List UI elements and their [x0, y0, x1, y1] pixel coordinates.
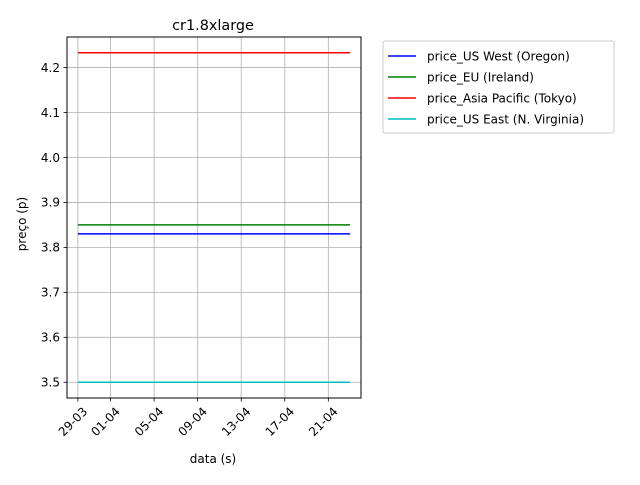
x-tick-label: 05-04: [132, 404, 167, 439]
legend: price_US West (Oregon) price_EU (Ireland)…: [382, 40, 615, 134]
y-axis-label: preço (p): [15, 197, 29, 251]
legend-label: price_US East (N. Virginia): [427, 112, 584, 126]
x-tick-label: 29-03: [56, 404, 91, 439]
series-lines: [77, 51, 351, 384]
legend-label: price_US West (Oregon): [427, 49, 570, 63]
x-tick-label: 01-04: [88, 404, 123, 439]
x-tick-label: 17-04: [263, 404, 298, 439]
y-tick-label: 3.9: [41, 196, 60, 210]
y-tick-label: 3.5: [41, 376, 60, 390]
x-axis-label: data (s): [190, 452, 236, 466]
x-tick-label: 21-04: [306, 404, 341, 439]
legend-label: price_Asia Pacific (Tokyo): [427, 91, 577, 105]
legend-box: [382, 40, 615, 134]
y-tick-label: 3.8: [41, 241, 60, 255]
y-tick-label: 4.0: [41, 151, 60, 165]
y-tick-label: 3.6: [41, 331, 60, 345]
grid: [67, 37, 361, 398]
x-tick-label: 09-04: [175, 404, 210, 439]
y-tick-label: 4.1: [41, 106, 60, 120]
y-tick-label: 4.2: [41, 61, 60, 75]
legend-label: price_EU (Ireland): [427, 70, 534, 84]
x-tick-label: 13-04: [219, 404, 254, 439]
plot-frame: [66, 36, 362, 399]
y-tick-label: 3.7: [41, 286, 60, 300]
y-axis-ticks: 3.5 3.6 3.7 3.8 3.9 4.0 4.1 4.2: [41, 61, 67, 390]
chart-title: cr1.8xlarge: [172, 18, 254, 34]
